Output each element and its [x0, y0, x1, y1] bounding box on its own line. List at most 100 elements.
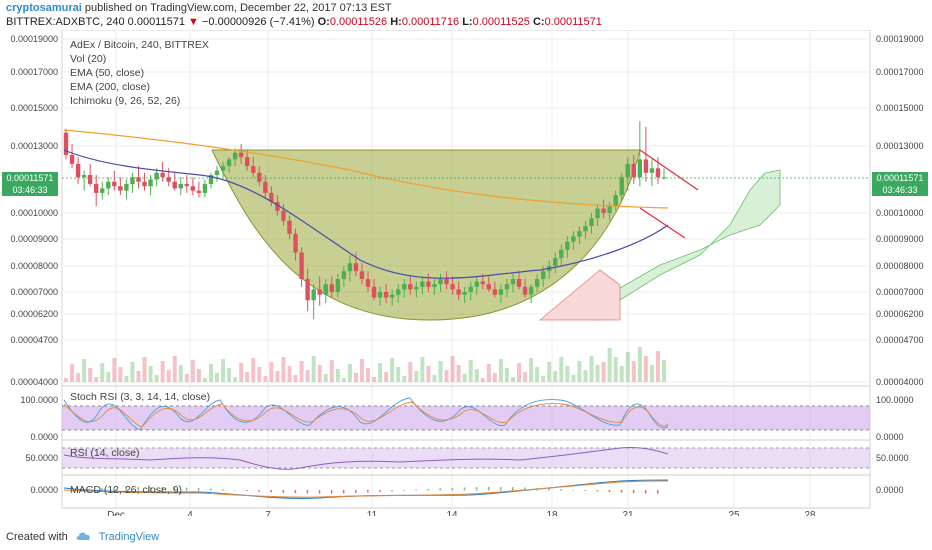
down-arrow-icon: ▼ — [188, 16, 199, 28]
candle-body — [528, 286, 534, 295]
macd-hist-bar — [258, 490, 260, 492]
volume-bar — [94, 377, 99, 382]
macd-hist-bar — [656, 490, 659, 494]
volume-bar — [498, 359, 503, 382]
rsi-left-axis: 50.0000 — [25, 453, 58, 463]
candle-body — [637, 159, 643, 178]
macd-hist-bar — [511, 487, 514, 491]
candle-body — [75, 163, 81, 178]
candle-body — [649, 168, 655, 173]
left-countdown-badge — [2, 184, 58, 196]
volume-bar — [341, 378, 346, 382]
stoch-k-line — [63, 397, 669, 431]
candle-body — [498, 289, 504, 295]
volume-bar — [275, 371, 280, 382]
macd-hist-bar — [391, 490, 393, 492]
time-tick: 4 — [187, 510, 193, 516]
volume-bar — [432, 375, 437, 382]
candle-body — [377, 292, 383, 298]
candle-body — [613, 195, 618, 207]
left-price-badge — [2, 172, 58, 184]
volume-bar — [124, 376, 129, 382]
volume-bar — [649, 365, 654, 382]
candle-body — [124, 183, 129, 191]
volume-bar — [468, 360, 473, 382]
candle-body — [631, 163, 636, 178]
macd-hist-bar — [608, 490, 611, 493]
volume-bar — [426, 366, 431, 382]
candle-body — [371, 286, 377, 298]
volume-bar — [208, 364, 213, 382]
volume-bar — [583, 370, 588, 382]
macd-hist-bar — [149, 487, 152, 491]
candle-body — [480, 281, 485, 285]
candle-body — [492, 289, 498, 295]
macd-hist-bar — [197, 488, 200, 491]
candle-body — [87, 175, 93, 184]
macd-hist-bar — [113, 487, 115, 491]
time-axis: Dec 4 7 11 14 18 21 25 28 — [107, 510, 816, 516]
volume-bar — [402, 376, 407, 382]
candle-body — [402, 284, 407, 290]
volume-bar — [553, 371, 558, 382]
candle-body — [534, 279, 540, 287]
volume-bar — [408, 362, 413, 382]
macd-signal — [63, 480, 669, 498]
price-tick-right: 0.00019000 — [876, 34, 924, 44]
macd-histogram — [65, 487, 659, 494]
candle-body — [220, 166, 226, 171]
volume-bar — [547, 362, 552, 382]
macd-hist-bar — [222, 489, 224, 491]
high-label: H: — [390, 16, 402, 28]
price-tick-left: 0.00019000 — [10, 34, 58, 44]
volume-bar — [559, 357, 564, 382]
macd-hist-bar — [101, 488, 103, 491]
candle-body — [486, 284, 492, 290]
author-link[interactable]: cryptosamurai — [6, 2, 82, 14]
price-tick-left: 0.00007000 — [10, 287, 58, 297]
volume-bar — [305, 370, 310, 382]
volume-bar — [166, 370, 171, 382]
publish-line: cryptosamurai published on TradingView.c… — [6, 2, 392, 14]
candle-body — [81, 175, 87, 178]
price-tick-right: 0.00007000 — [876, 287, 924, 297]
chart-area[interactable]: 0.00019000 0.00019000 0.00017000 0.00017000… — [0, 30, 932, 516]
candle-body — [353, 263, 359, 272]
volume-bar — [221, 359, 226, 382]
candle-body — [625, 163, 630, 178]
candle-body — [335, 279, 341, 292]
volume-bar — [281, 357, 286, 382]
price-axis: 0.00019000 0.00019000 0.00017000 0.00017000… — [10, 34, 923, 387]
candle-body — [510, 279, 516, 285]
ichimoku-cloud-green — [599, 169, 781, 321]
stoch-right-bottom: 0.0000 — [876, 432, 904, 442]
macd-hist-bar — [282, 490, 285, 493]
macd-hist-bar — [403, 490, 405, 491]
price-tick-left: 0.00010000 — [10, 208, 58, 218]
volume-bar — [535, 367, 540, 382]
candle-body — [383, 292, 389, 298]
candle-body — [69, 154, 75, 164]
volume-bar — [492, 373, 497, 382]
price-tick-left: 0.00009000 — [10, 234, 58, 244]
right-countdown-text: 03:46:33 — [882, 185, 917, 195]
volume-bar — [504, 368, 509, 382]
macd-hist-bar — [584, 490, 587, 491]
left-price-text: 0.00011571 — [7, 173, 54, 183]
candle-body — [299, 252, 304, 279]
price-tick-left: 0.00013000 — [10, 141, 58, 151]
candle-body — [269, 192, 274, 202]
candle-body — [142, 181, 147, 187]
candle-body — [456, 289, 461, 295]
volume-bar — [486, 364, 491, 382]
ohlc-line: BITTREX:ADXBTC, 240 0.00011571 ▼ −0.0000… — [6, 16, 602, 28]
volume-bar — [257, 367, 262, 382]
tradingview-brand[interactable]: TradingView — [98, 531, 160, 543]
candle-body — [154, 172, 159, 180]
candle-body — [444, 279, 449, 285]
volume-bar — [384, 372, 389, 382]
macd-hist-bar — [379, 490, 381, 492]
candle-body — [208, 175, 214, 184]
price-tick-right: 0.00013000 — [876, 141, 924, 151]
candle-body — [389, 294, 395, 298]
